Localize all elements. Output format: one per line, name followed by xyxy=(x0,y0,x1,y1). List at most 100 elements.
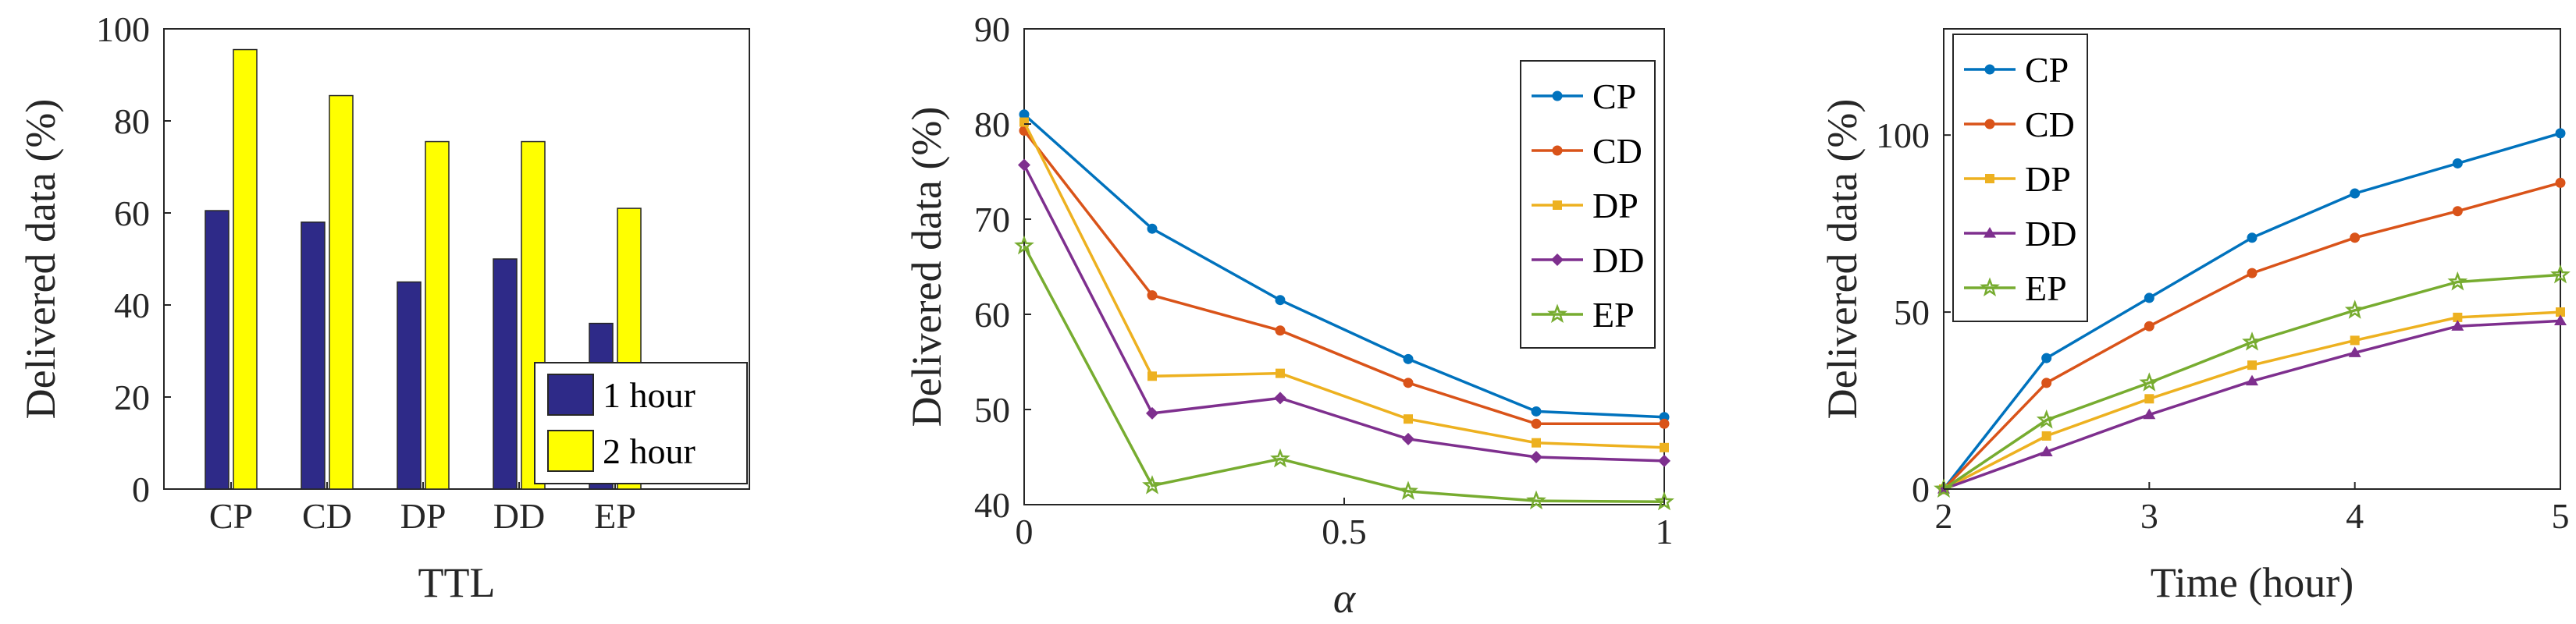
series-line-dp xyxy=(1943,310,2561,491)
legend-label-cp: CP xyxy=(1592,76,1636,116)
bar-2-hour-cp xyxy=(233,48,258,490)
legend-marker-ep xyxy=(1980,277,2000,296)
data-point-cp xyxy=(1147,223,1158,234)
legend: 1 hour 2 hour xyxy=(534,362,748,484)
x-tick-label: 3 xyxy=(2140,496,2158,536)
data-point-cp xyxy=(2041,353,2052,363)
legend-swatch-1-hour xyxy=(547,374,594,416)
x-tick-label: 0 xyxy=(1016,512,1034,551)
data-point-ep xyxy=(1014,235,1034,255)
data-point-cd xyxy=(1275,325,1286,336)
y-tick-label: 50 xyxy=(1894,292,1930,332)
data-point-ep xyxy=(1398,480,1418,500)
data-point-dd xyxy=(1658,454,1670,467)
data-point-cp xyxy=(1403,353,1414,364)
tick-labels: CP CD DP DD EP 0 20 40 60 80 100 xyxy=(96,9,636,536)
x-tick-label: CP xyxy=(209,496,253,536)
bar-1-hour-dd xyxy=(493,258,518,490)
legend: CP CD DP DD EP xyxy=(1520,60,1656,349)
legend-label-1-hour: 1 hour xyxy=(603,375,696,415)
legend-marker-cd xyxy=(1984,119,1995,129)
y-tick-label: 80 xyxy=(974,105,1010,144)
x-tick-label: EP xyxy=(594,496,636,536)
data-point-dp xyxy=(1532,438,1541,448)
data-point-dd xyxy=(1018,158,1030,172)
data-point-cp xyxy=(1531,406,1542,417)
legend-label-cd: CD xyxy=(2025,105,2075,144)
x-tick-label: 4 xyxy=(2346,496,2364,536)
legend-label-2-hour: 2 hour xyxy=(603,431,696,471)
data-point-cd xyxy=(2041,378,2052,388)
data-point-dd xyxy=(1146,406,1158,420)
line-marks xyxy=(1014,109,1674,511)
data-point-dp xyxy=(2041,431,2051,441)
data-point-cd xyxy=(2555,177,2566,188)
data-point-cp xyxy=(2247,232,2258,243)
x-axis-label: Time (hour) xyxy=(2151,559,2354,606)
data-point-dp xyxy=(1019,117,1029,127)
line-marks xyxy=(1934,128,2571,498)
data-point-ep xyxy=(2036,409,2057,429)
data-point-cp xyxy=(2555,128,2566,139)
data-point-ep xyxy=(1934,478,1954,498)
x-axis-label: TTL xyxy=(418,559,496,606)
legend-marker-dp xyxy=(1553,200,1562,210)
data-point-cd xyxy=(2144,321,2154,332)
y-tick-label: 90 xyxy=(974,9,1010,49)
legend-marker-cd xyxy=(1552,145,1563,156)
x-tick-label: CD xyxy=(302,496,352,536)
x-tick-label: 1 xyxy=(1656,512,1674,551)
y-tick-label: 80 xyxy=(114,101,150,141)
series-cd xyxy=(1938,177,2566,495)
data-point-dd xyxy=(2040,445,2053,456)
data-point-dd xyxy=(2246,374,2258,386)
x-tick-label: 0.5 xyxy=(1322,512,1367,551)
series-ep xyxy=(1934,264,2571,498)
data-point-cd xyxy=(1403,378,1414,388)
panel-ttl-bar-chart: CP CD DP DD EP 0 20 40 60 80 100 TTL Delivered dat… xyxy=(17,9,750,606)
series-line-cp xyxy=(1023,113,1665,419)
legend-marker-dd xyxy=(1551,254,1564,266)
legend-label-dd: DD xyxy=(2025,214,2076,254)
y-tick-label: 0 xyxy=(1912,470,1930,509)
series-line-ep xyxy=(1943,273,2561,491)
legend-label-cd: CD xyxy=(1592,131,1642,171)
series-line-ep xyxy=(1023,245,1665,504)
data-point-ep xyxy=(1654,491,1674,511)
y-tick-label: 20 xyxy=(114,378,150,417)
legend-swatch-2-hour xyxy=(547,430,594,472)
y-tick-label: 0 xyxy=(132,470,150,509)
data-point-dp xyxy=(1147,371,1157,381)
axes-frame xyxy=(1943,28,2561,490)
data-point-ep xyxy=(2242,332,2262,351)
legend-label-cp: CP xyxy=(2025,50,2069,90)
data-point-cd xyxy=(1531,418,1542,429)
y-tick-label: 100 xyxy=(1876,115,1930,155)
x-tick-label: DD xyxy=(493,496,545,536)
y-tick-label: 100 xyxy=(96,9,150,49)
legend-label-ep: EP xyxy=(2025,268,2067,308)
data-point-cp xyxy=(2452,158,2463,168)
legend-marker-dp xyxy=(1985,174,1994,183)
legend-marker-dd xyxy=(1984,227,1996,238)
data-point-dd xyxy=(1530,451,1542,463)
data-point-dp xyxy=(1404,414,1413,424)
data-point-dp xyxy=(2144,394,2154,404)
x-tick-label: DP xyxy=(400,496,447,536)
series-line-cd xyxy=(1023,129,1664,426)
x-axis-label: α xyxy=(1333,575,1357,622)
series-cp xyxy=(1019,109,1670,423)
data-point-ep xyxy=(2447,271,2468,291)
data-point-ep xyxy=(1142,475,1162,495)
series-line-dp xyxy=(1023,121,1665,449)
series-cd xyxy=(1019,126,1670,429)
series-cp xyxy=(1938,128,2566,495)
data-point-ep xyxy=(1526,490,1546,510)
data-point-ep xyxy=(2550,264,2571,284)
legend-marker-ep xyxy=(1547,303,1567,323)
legend-label-dp: DP xyxy=(1592,186,1638,225)
x-tick-label: 2 xyxy=(1935,496,1953,536)
